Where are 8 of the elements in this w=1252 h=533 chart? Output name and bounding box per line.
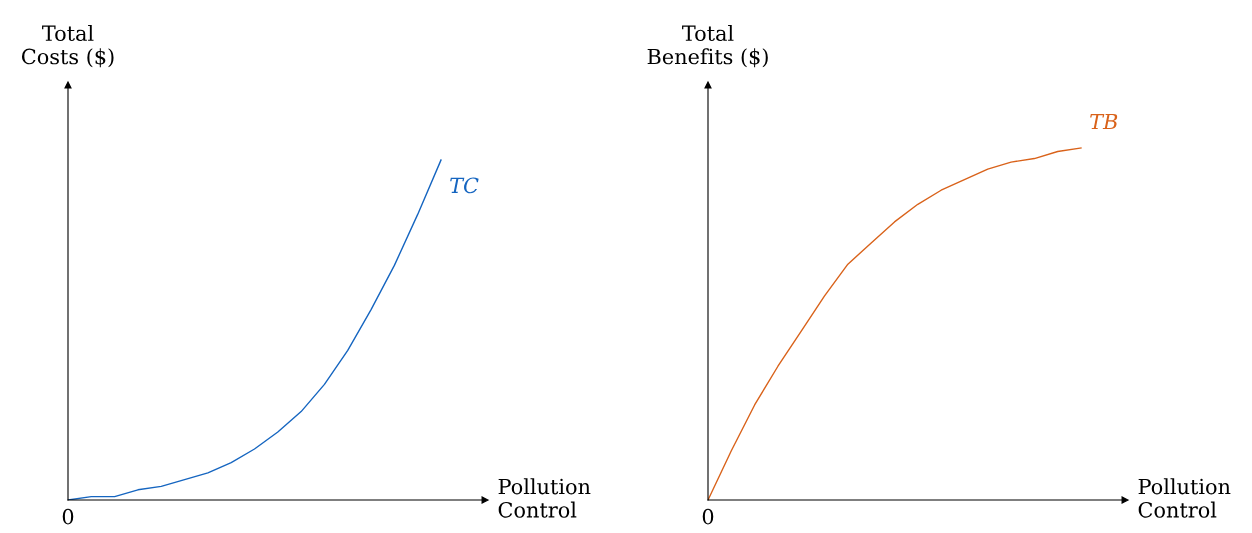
series-label: TC: [450, 177, 479, 194]
text: 0: [702, 508, 714, 525]
x-axis-title: Pollution Control: [1138, 478, 1231, 518]
y-axis-title: Total Benefits ($): [647, 24, 768, 68]
series-label: TB: [1090, 113, 1118, 130]
text: 0: [62, 508, 74, 525]
y-axis-title: Total Costs ($): [21, 24, 114, 68]
x-axis-title: Pollution Control: [498, 478, 591, 518]
